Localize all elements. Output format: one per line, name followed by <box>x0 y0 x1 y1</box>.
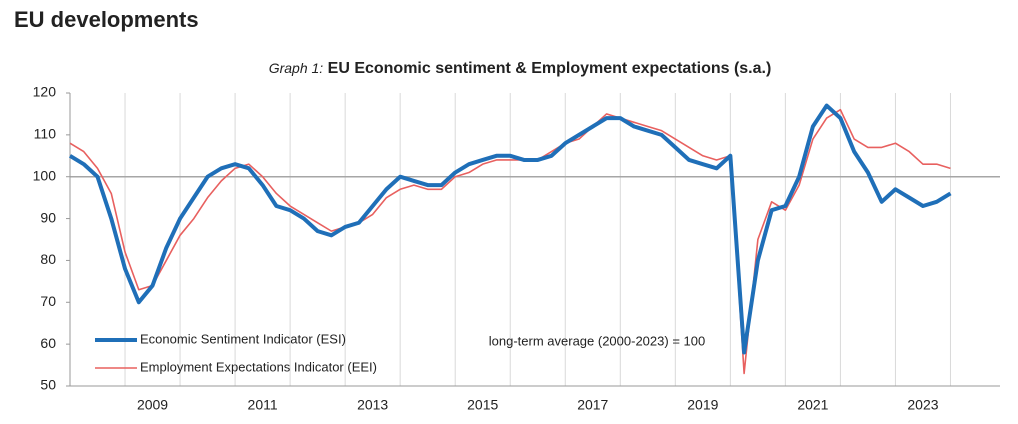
y-tick-label: 50 <box>40 377 56 393</box>
series-line <box>68 103 952 355</box>
y-tick-label: 120 <box>33 84 57 100</box>
graph-label: Graph 1: <box>269 60 324 76</box>
x-tick-label: 2011 <box>248 397 278 413</box>
y-tick-label: 90 <box>40 209 56 225</box>
legend-label: Economic Sentiment Indicator (ESI) <box>140 331 346 346</box>
series-line <box>69 108 951 375</box>
x-tick-label: 2023 <box>907 397 938 413</box>
title-text: EU Economic sentiment & Employment expec… <box>328 60 772 77</box>
y-tick-label: 70 <box>40 293 56 309</box>
x-tick-label: 2019 <box>687 397 718 413</box>
x-tick-label: 2013 <box>357 397 388 413</box>
annotation: long-term average (2000-2023) = 100 <box>489 333 705 348</box>
y-tick-label: 60 <box>40 335 56 351</box>
x-tick-label: 2017 <box>577 397 608 413</box>
y-tick-label: 110 <box>34 126 57 142</box>
x-tick-label: 2009 <box>137 397 168 413</box>
legend-label: Employment Expectations Indicator (EEI) <box>140 359 377 374</box>
x-tick-label: 2015 <box>467 397 498 413</box>
x-tick-label: 2021 <box>797 397 828 413</box>
y-tick-label: 100 <box>33 167 57 183</box>
page-heading: EU developments <box>14 7 199 32</box>
y-tick-label: 80 <box>40 251 56 267</box>
chart-title: Graph 1: EU Economic sentiment & Employm… <box>269 60 772 78</box>
